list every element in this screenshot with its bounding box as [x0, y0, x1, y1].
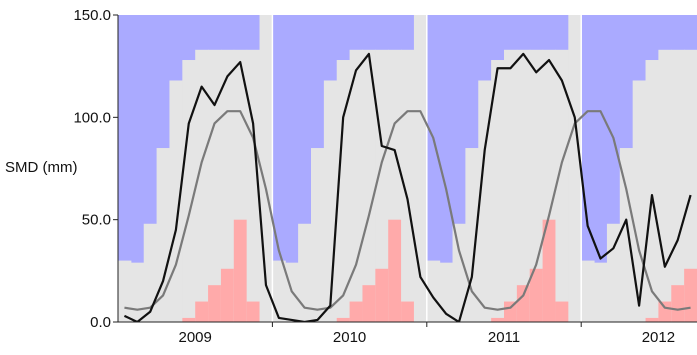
middle-band-step [568, 15, 582, 322]
reference-series-line [124, 110, 691, 311]
middle-band-step [671, 49, 685, 322]
middle-band-step [311, 148, 325, 322]
middle-band-step [298, 223, 312, 322]
middle-band-step [594, 262, 608, 322]
middle-band-step [362, 49, 376, 322]
middle-band-step [555, 49, 569, 322]
middle-band-step [182, 60, 196, 322]
y-axis-label: SMD (mm) [5, 159, 77, 176]
middle-band-step [516, 49, 531, 322]
lower-band-step [195, 301, 209, 322]
middle-band-step [130, 262, 145, 322]
lower-band-step [529, 268, 544, 322]
middle-band-step [413, 15, 428, 322]
lower-band-step [658, 301, 672, 322]
lower-band-step [401, 301, 415, 322]
middle-band-step [632, 80, 647, 322]
middle-band-step [504, 49, 518, 322]
middle-band-step [118, 260, 132, 322]
middle-band-step [619, 148, 634, 322]
middle-band-step [169, 80, 183, 322]
lower-band-step [542, 219, 556, 322]
y-axis: 0.0 50.0 100.0 150.0 [73, 7, 119, 331]
x-tick-label: 2009 [179, 329, 212, 346]
middle-band-step [323, 80, 338, 322]
middle-band-step [143, 223, 158, 322]
y-tick-label: 150.0 [73, 7, 111, 24]
lower-band-step [645, 317, 659, 322]
middle-band-step [272, 260, 286, 322]
middle-band-step [208, 49, 222, 322]
middle-band-step [156, 148, 170, 322]
lower-band-step [555, 301, 569, 322]
lower-band-step [491, 317, 505, 322]
x-tick-label: 2010 [333, 329, 366, 346]
y-tick-label: 50.0 [82, 212, 111, 229]
lower-band-step [362, 285, 376, 322]
x-tick-label: 2012 [642, 329, 675, 346]
middle-band-step [452, 223, 466, 322]
y-tick-label: 100.0 [73, 109, 111, 126]
middle-band-step [658, 49, 672, 322]
middle-band-step [401, 49, 415, 322]
middle-band-step [581, 260, 595, 322]
middle-band-step [336, 60, 351, 322]
lower-band-step [684, 268, 697, 322]
lower-band-step [504, 301, 518, 322]
middle-band-step [220, 49, 235, 322]
x-tick-label: 2011 [488, 329, 520, 346]
lower-band-step [671, 285, 685, 322]
lower-band-step [349, 301, 363, 322]
plot-area [118, 15, 697, 322]
lower-band-step [336, 317, 351, 322]
x-axis: 2009 2010 2011 2012 [118, 321, 697, 346]
lower-band-step [375, 268, 389, 322]
middle-band-step [606, 223, 621, 322]
lower-band-step [516, 285, 531, 322]
smd-series-line [123, 52, 692, 322]
middle-band-step [491, 60, 505, 322]
middle-band-step [684, 49, 697, 322]
y-tick-label: 0.0 [90, 314, 111, 331]
middle-band-step [426, 260, 441, 322]
lower-band-step [182, 317, 196, 322]
middle-band-step [195, 49, 209, 322]
lower-band-step [388, 219, 402, 322]
lower-band-step [246, 301, 261, 322]
lower-band-step [233, 219, 248, 322]
middle-band-step [246, 49, 261, 322]
middle-band-step [645, 60, 659, 322]
middle-band-step [478, 80, 492, 322]
lower-band-step [208, 285, 222, 322]
lower-band-step [220, 268, 235, 322]
middle-band-step [439, 262, 454, 322]
